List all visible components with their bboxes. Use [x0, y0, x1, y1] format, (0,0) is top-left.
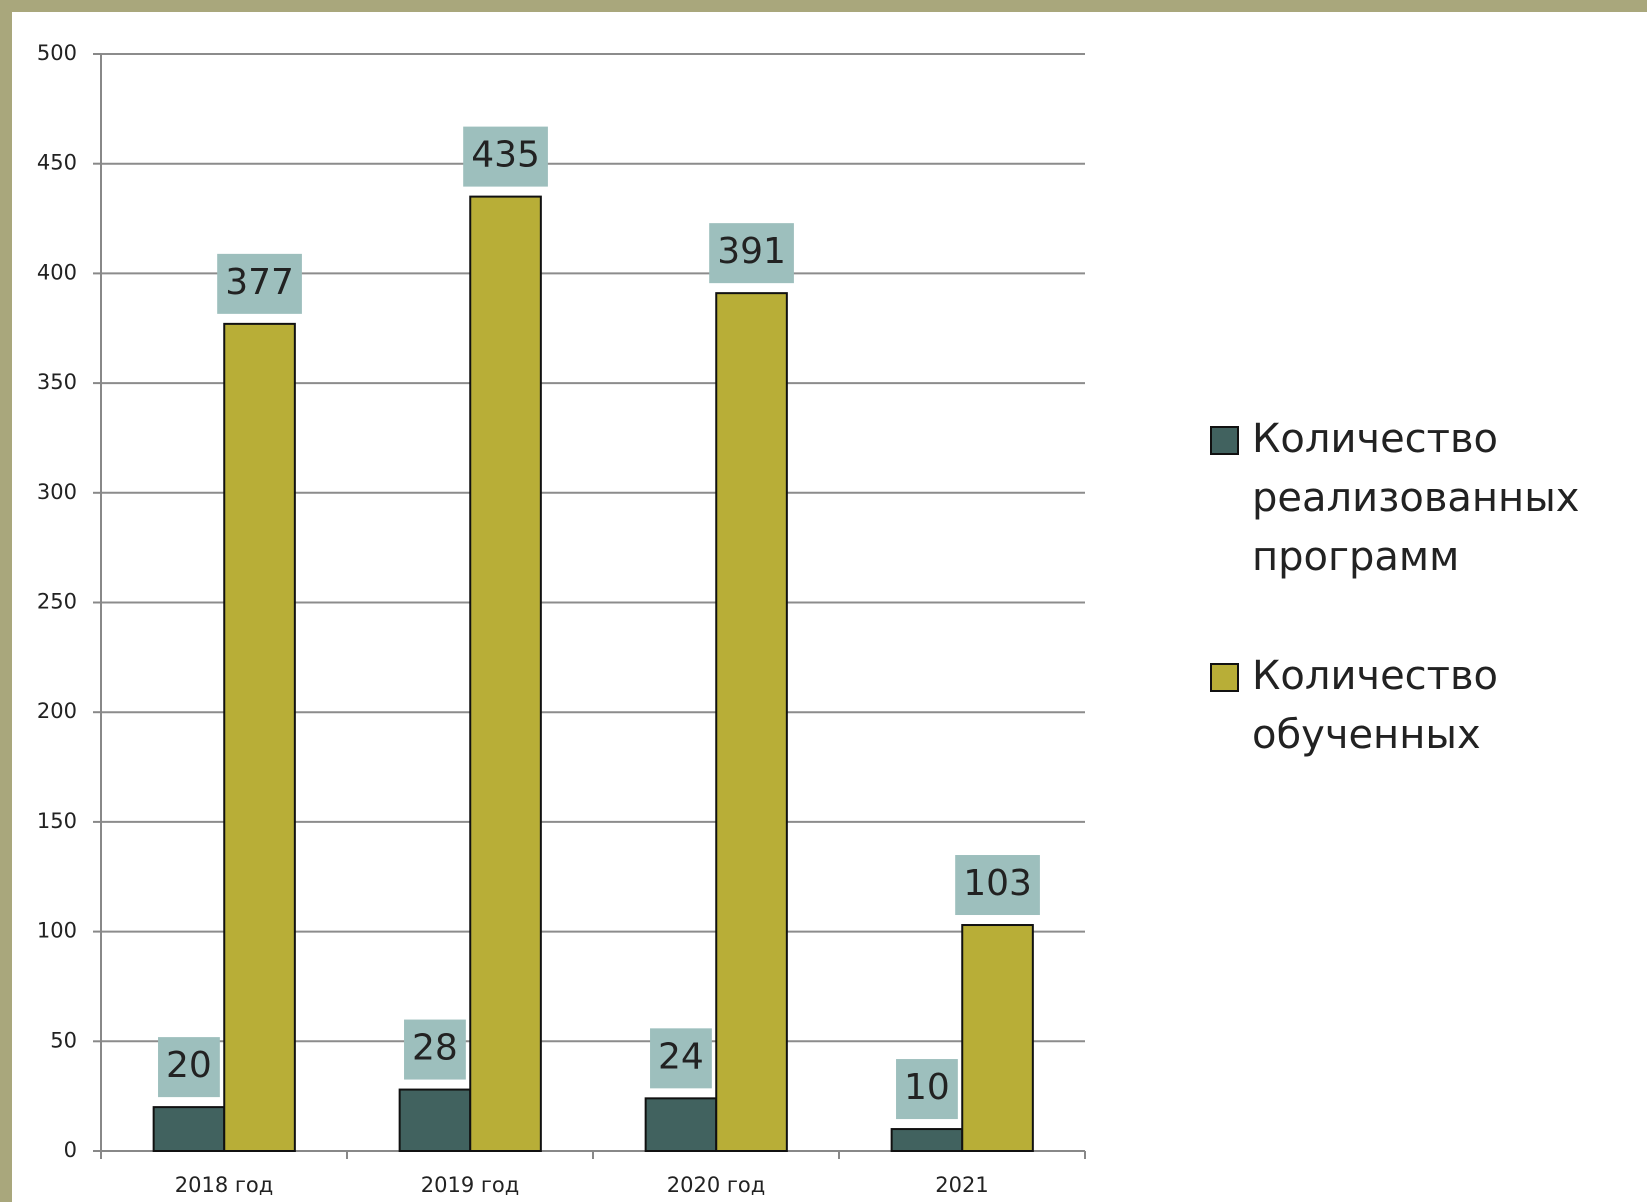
legend: Количество реализованных программ Количес… [1210, 410, 1600, 825]
bar [644, 1097, 718, 1152]
bar [715, 292, 788, 1152]
data-label: 435 [471, 135, 540, 176]
bar [398, 1088, 472, 1152]
y-tick-label: 0 [64, 1138, 77, 1162]
bar [961, 924, 1034, 1152]
data-label-box [896, 1059, 958, 1120]
x-tick-label: 2019 год [421, 1173, 520, 1197]
data-label-box [650, 1028, 712, 1089]
bar [469, 195, 542, 1153]
y-tick-label: 350 [37, 370, 77, 394]
data-label: 24 [658, 1036, 704, 1077]
bar [152, 1106, 226, 1152]
y-tick-label: 500 [37, 41, 77, 65]
y-tick-label: 150 [37, 809, 77, 833]
legend-label: Количество реализованных программ [1252, 416, 1580, 580]
x-tick-label: 2021 [935, 1173, 988, 1197]
data-label-box [158, 1037, 220, 1098]
legend-swatch [1210, 426, 1239, 455]
data-label-box [709, 223, 794, 284]
x-tick-label: 2020 год [667, 1173, 766, 1197]
bar [890, 1128, 964, 1153]
data-label-box [217, 253, 302, 314]
y-tick-label: 250 [37, 590, 77, 614]
bar [223, 322, 296, 1152]
data-label-box [955, 855, 1040, 916]
data-label: 391 [717, 231, 786, 272]
data-label: 103 [963, 863, 1032, 904]
data-label-box [404, 1019, 466, 1080]
legend-swatch [1210, 663, 1239, 692]
y-tick-label: 450 [37, 151, 77, 175]
data-label: 20 [166, 1045, 212, 1086]
data-label-box [463, 126, 548, 187]
data-label: 10 [904, 1067, 950, 1108]
data-label: 377 [225, 262, 294, 303]
y-tick-label: 400 [37, 260, 77, 284]
legend-item: Количество реализованных программ [1210, 410, 1600, 587]
y-tick-label: 100 [37, 919, 77, 943]
legend-label: Количество обученных [1252, 653, 1499, 758]
legend-item: Количество обученных [1210, 647, 1600, 765]
x-tick-label: 2018 год [175, 1173, 274, 1197]
y-tick-label: 200 [37, 699, 77, 723]
y-tick-label: 300 [37, 480, 77, 504]
y-tick-label: 50 [50, 1028, 77, 1052]
data-label: 28 [412, 1028, 458, 1069]
